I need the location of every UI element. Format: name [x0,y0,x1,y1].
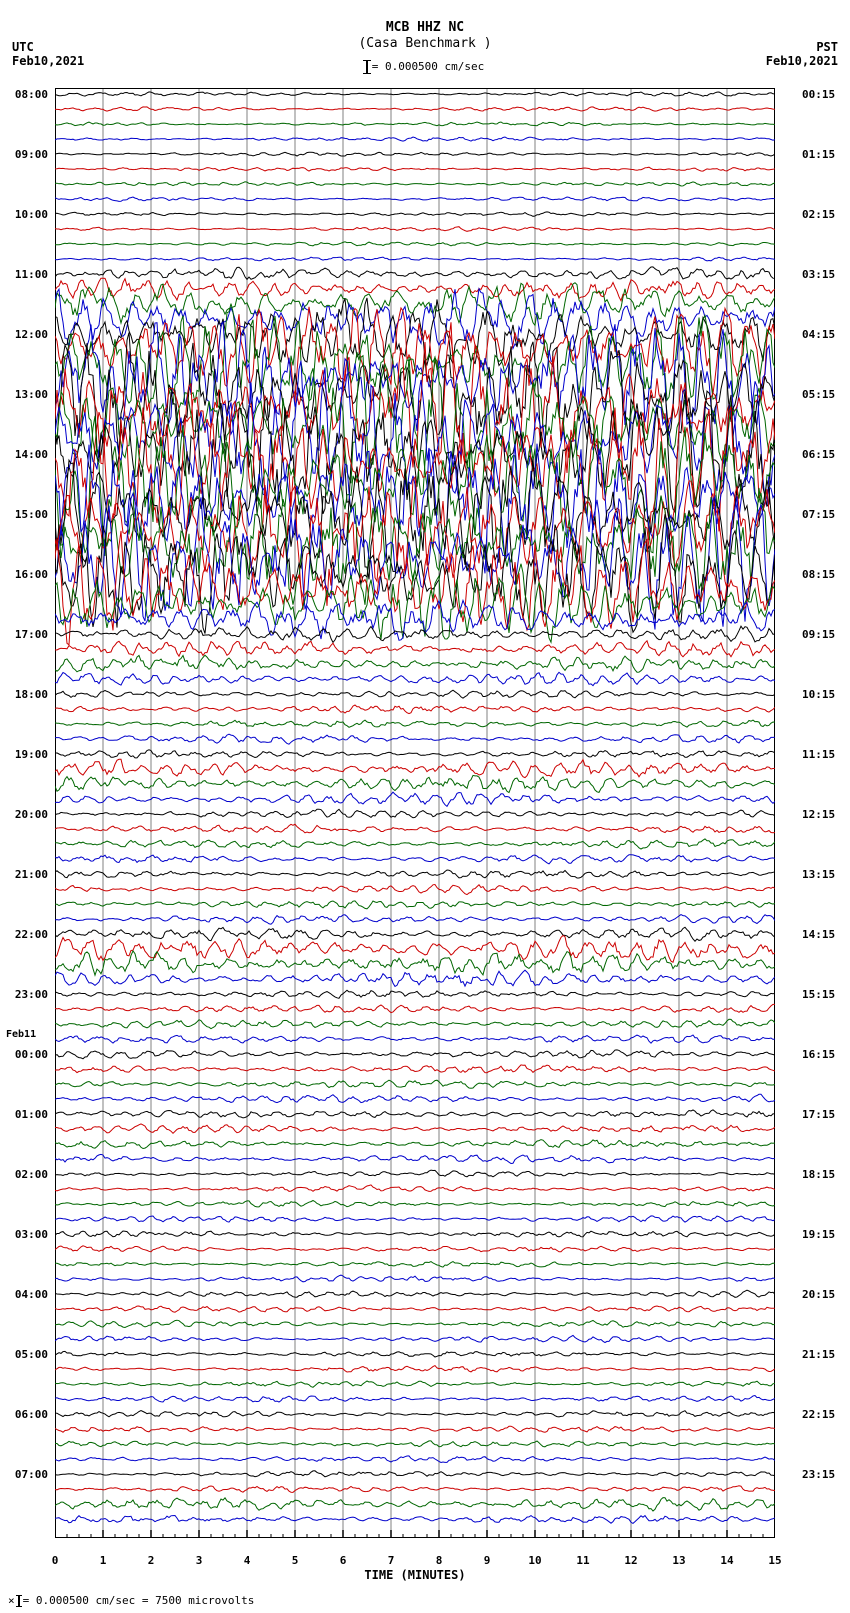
x-tick-label: 0 [52,1554,59,1567]
date-left: Feb10,2021 [12,54,84,68]
left-time-label: 10:00 [15,208,48,221]
x-tick-label: 11 [576,1554,589,1567]
x-tick-label: 13 [672,1554,685,1567]
left-time-label: 05:00 [15,1348,48,1361]
x-tick-label: 9 [484,1554,491,1567]
right-time-label: 13:15 [802,868,835,881]
right-time-label: 03:15 [802,268,835,281]
right-time-label: 19:15 [802,1228,835,1241]
left-time-label: 11:00 [15,268,48,281]
right-time-label: 15:15 [802,988,835,1001]
right-time-label: 05:15 [802,388,835,401]
tz-right: PST [816,40,838,54]
right-time-label: 20:15 [802,1288,835,1301]
left-time-label: 19:00 [15,748,48,761]
left-time-label: 20:00 [15,808,48,821]
left-time-label: 13:00 [15,388,48,401]
right-time-label: 08:15 [802,568,835,581]
right-time-label: 04:15 [802,328,835,341]
left-time-label: 02:00 [15,1168,48,1181]
right-time-label: 18:15 [802,1168,835,1181]
right-time-labels: 00:15 01:15 02:15 03:15 04:15 05:15 06:15 07:15… [798,88,850,1538]
seismogram-plot [55,88,775,1538]
x-axis: TIME (MINUTES) 0123456789101112131415 [55,1538,775,1588]
plot-svg [55,88,775,1538]
scale-legend: = 0.000500 cm/sec [0,60,850,74]
tz-left: UTC [12,40,34,54]
right-time-label: 21:15 [802,1348,835,1361]
x-axis-title: TIME (MINUTES) [55,1568,775,1582]
left-time-label: 14:00 [15,448,48,461]
footer-scale: ×= 0.000500 cm/sec = 7500 microvolts [8,1594,254,1607]
left-time-label: 03:00 [15,1228,48,1241]
right-time-label: 23:15 [802,1468,835,1481]
right-time-label: 09:15 [802,628,835,641]
right-time-label: 17:15 [802,1108,835,1121]
seismogram-container: MCB HHZ NC (Casa Benchmark ) = 0.000500 … [0,0,850,1613]
left-time-label: 07:00 [15,1468,48,1481]
right-time-label: 22:15 [802,1408,835,1421]
right-time-label: 10:15 [802,688,835,701]
left-time-label: 12:00 [15,328,48,341]
scale-text: = 0.000500 cm/sec [372,60,485,73]
station-desc: (Casa Benchmark ) [0,36,850,51]
left-time-label: 21:00 [15,868,48,881]
x-tick-label: 8 [436,1554,443,1567]
x-tick-label: 15 [768,1554,781,1567]
right-time-label: 02:15 [802,208,835,221]
right-time-label: 06:15 [802,448,835,461]
x-tick-label: 14 [720,1554,733,1567]
left-time-label: 17:00 [15,628,48,641]
left-time-label: 22:00 [15,928,48,941]
x-tick-label: 6 [340,1554,347,1567]
left-time-label: 06:00 [15,1408,48,1421]
x-tick-label: 2 [148,1554,155,1567]
left-time-label: 18:00 [15,688,48,701]
left-time-label: 01:00 [15,1108,48,1121]
left-time-label: 23:00 [15,988,48,1001]
left-time-label: Feb11 [6,1029,36,1040]
x-tick-label: 10 [528,1554,541,1567]
x-tick-label: 7 [388,1554,395,1567]
left-time-label: 16:00 [15,568,48,581]
right-time-label: 16:15 [802,1048,835,1061]
x-tick-label: 4 [244,1554,251,1567]
x-tick-label: 1 [100,1554,107,1567]
left-time-labels: 08:00 09:00 10:00 11:00 12:00 13:00 14:00 15:00… [0,88,52,1538]
right-time-label: 00:15 [802,88,835,101]
x-tick-label: 5 [292,1554,299,1567]
left-time-label: 09:00 [15,148,48,161]
left-time-label: 08:00 [15,88,48,101]
date-right: Feb10,2021 [766,54,838,68]
left-time-label: 15:00 [15,508,48,521]
x-tick-label: 3 [196,1554,203,1567]
left-time-label: 00:00 [15,1048,48,1061]
left-time-label: 04:00 [15,1288,48,1301]
right-time-label: 11:15 [802,748,835,761]
right-time-label: 07:15 [802,508,835,521]
right-time-label: 14:15 [802,928,835,941]
x-tick-label: 12 [624,1554,637,1567]
right-time-label: 12:15 [802,808,835,821]
right-time-label: 01:15 [802,148,835,161]
station-code: MCB HHZ NC [0,20,850,35]
